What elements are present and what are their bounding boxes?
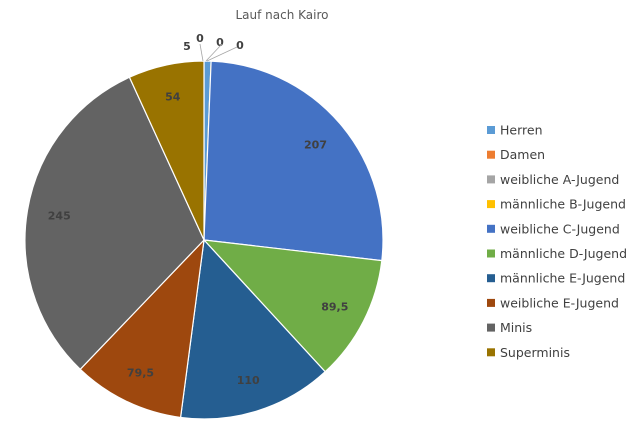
legend-item-damen: Damen [487,147,545,162]
legend-label: Herren [500,123,543,138]
pie-slices [24,60,384,420]
legend-swatch [487,348,495,357]
slice-maennliche-d-jugend [202,239,383,373]
legend-label: männliche D-Jugend [500,246,627,261]
legend-item-maennliche-b-jugend: männliche B-Jugend [487,197,626,212]
data-label-damen: 0 [196,32,204,45]
legend-swatch [487,224,495,233]
data-label-minis: 245 [48,210,71,223]
slice-weibliche-e-jugend [79,238,205,419]
legend-item-maennliche-d-jugend: männliche D-Jugend [487,246,627,261]
legend-swatch [487,298,495,307]
legend-label: weibliche C-Jugend [500,221,620,236]
legend-label: männliche B-Jugend [500,197,626,212]
data-label-maennliche-b-jugend: 0 [236,39,244,52]
legend-swatch [487,175,495,184]
data-label-weibliche-c-jugend: 207 [304,139,327,152]
legend: Herren Damen weibliche A-Jugend männliche B… [487,123,627,360]
legend-label: weibliche A-Jugend [500,172,619,187]
legend-swatch [487,126,495,134]
slice-maennliche-e-jugend [179,238,327,420]
data-label-superminis: 54 [165,91,181,104]
legend-label: Damen [500,147,545,162]
data-label-weibliche-e-jugend: 79,5 [127,366,154,379]
legend-item-minis: Minis [487,320,532,335]
data-label-maennliche-e-jugend: 110 [237,374,260,387]
chart-title: Lauf nach Kairo [235,8,328,22]
legend-swatch [487,323,495,332]
leader-line [199,43,204,62]
slice-superminis [128,60,205,241]
data-label-maennliche-d-jugend: 89,5 [321,301,348,314]
legend-label: Superminis [500,345,570,360]
legend-label: Minis [500,320,532,335]
legend-item-superminis: Superminis [487,345,570,360]
legend-item-weibliche-c-jugend: weibliche C-Jugend [487,221,620,236]
legend-swatch [487,200,495,209]
leader-line [205,43,223,62]
slice-minis [24,76,205,371]
legend-item-herren: Herren [487,123,543,138]
slice-weibliche-c-jugend [203,60,384,262]
legend-swatch [487,150,495,159]
legend-swatch [487,249,495,258]
legend-item-weibliche-a-jugend: weibliche A-Jugend [487,172,619,187]
legend-item-maennliche-e-jugend: männliche E-Jugend [487,271,625,286]
leader-line [206,46,238,62]
legend-label: männliche E-Jugend [500,271,625,286]
legend-label: weibliche E-Jugend [500,295,619,310]
legend-item-weibliche-e-jugend: weibliche E-Jugend [487,295,619,310]
data-label-herren: 5 [183,40,191,53]
data-label-weibliche-a-jugend: 0 [216,36,224,49]
legend-swatch [487,274,495,283]
